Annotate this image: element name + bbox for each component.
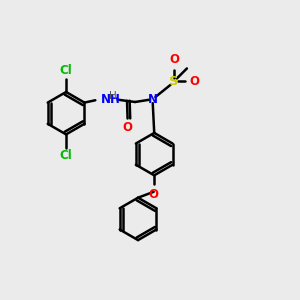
Text: H: H <box>110 91 117 101</box>
Text: S: S <box>169 75 179 88</box>
Text: Cl: Cl <box>60 64 73 77</box>
Text: O: O <box>189 75 199 88</box>
Text: O: O <box>148 188 159 201</box>
Text: O: O <box>169 53 179 66</box>
Text: Cl: Cl <box>60 149 73 162</box>
Text: NH: NH <box>100 93 121 106</box>
Text: O: O <box>123 122 133 134</box>
Text: N: N <box>148 93 158 106</box>
